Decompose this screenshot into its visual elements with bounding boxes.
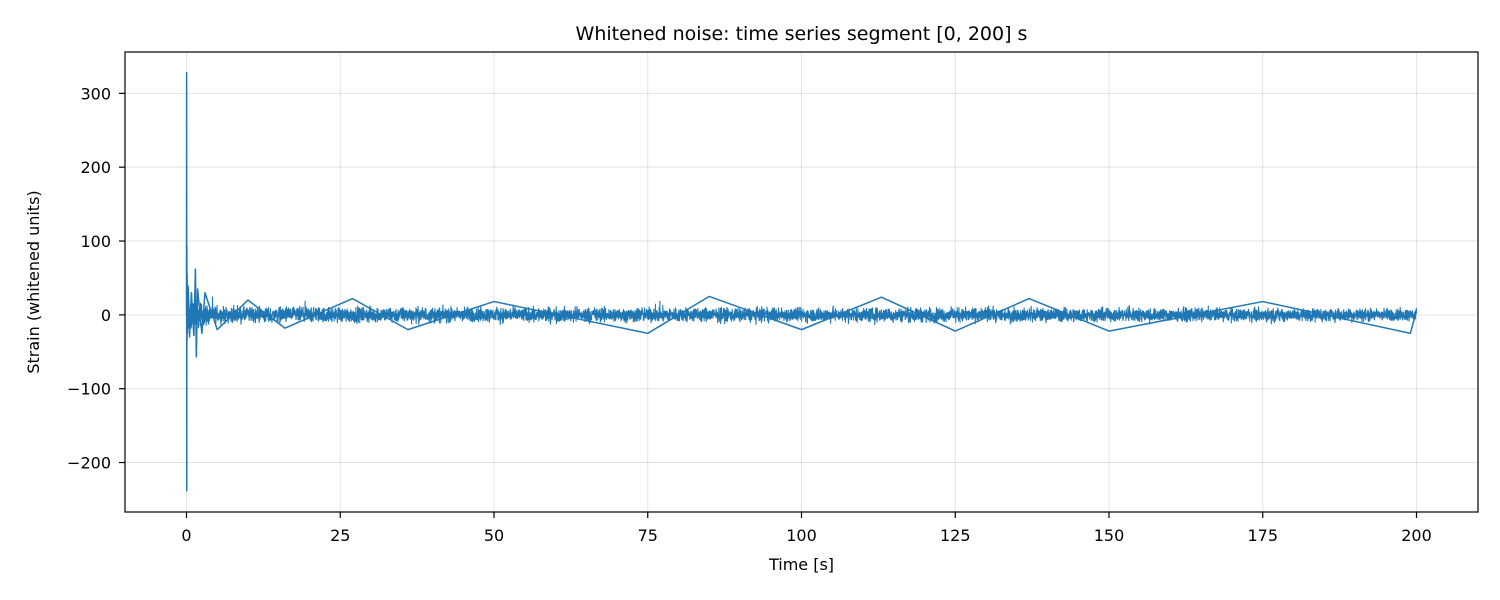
x-axis-label: Time [s] xyxy=(768,555,834,574)
x-tick-label: 200 xyxy=(1401,526,1432,545)
chart-title: Whitened noise: time series segment [0, … xyxy=(576,23,1028,45)
y-tick-label: 0 xyxy=(101,306,111,325)
y-tick-label: 200 xyxy=(80,158,111,177)
x-tick-label: 100 xyxy=(786,526,817,545)
y-tick-label: 100 xyxy=(80,232,111,251)
tick-layer: 0 25 50 75 100 125 150 175 200 −200 −100 0 100 200 300 xyxy=(67,84,1432,545)
data-layer xyxy=(185,71,1418,492)
series-noise-trace xyxy=(185,296,1418,335)
x-tick-label: 75 xyxy=(638,526,658,545)
x-tick-label: 0 xyxy=(181,526,191,545)
y-tick-label: 300 xyxy=(80,84,111,103)
x-tick-label: 50 xyxy=(484,526,504,545)
y-axis-label: Strain (whitened units) xyxy=(24,190,43,373)
x-tick-label: 150 xyxy=(1094,526,1125,545)
x-tick-label: 125 xyxy=(940,526,971,545)
y-tick-label: −200 xyxy=(67,454,111,473)
y-tick-label: −100 xyxy=(67,380,111,399)
x-tick-label: 175 xyxy=(1247,526,1278,545)
series-line xyxy=(185,71,1418,492)
x-tick-label: 25 xyxy=(330,526,350,545)
